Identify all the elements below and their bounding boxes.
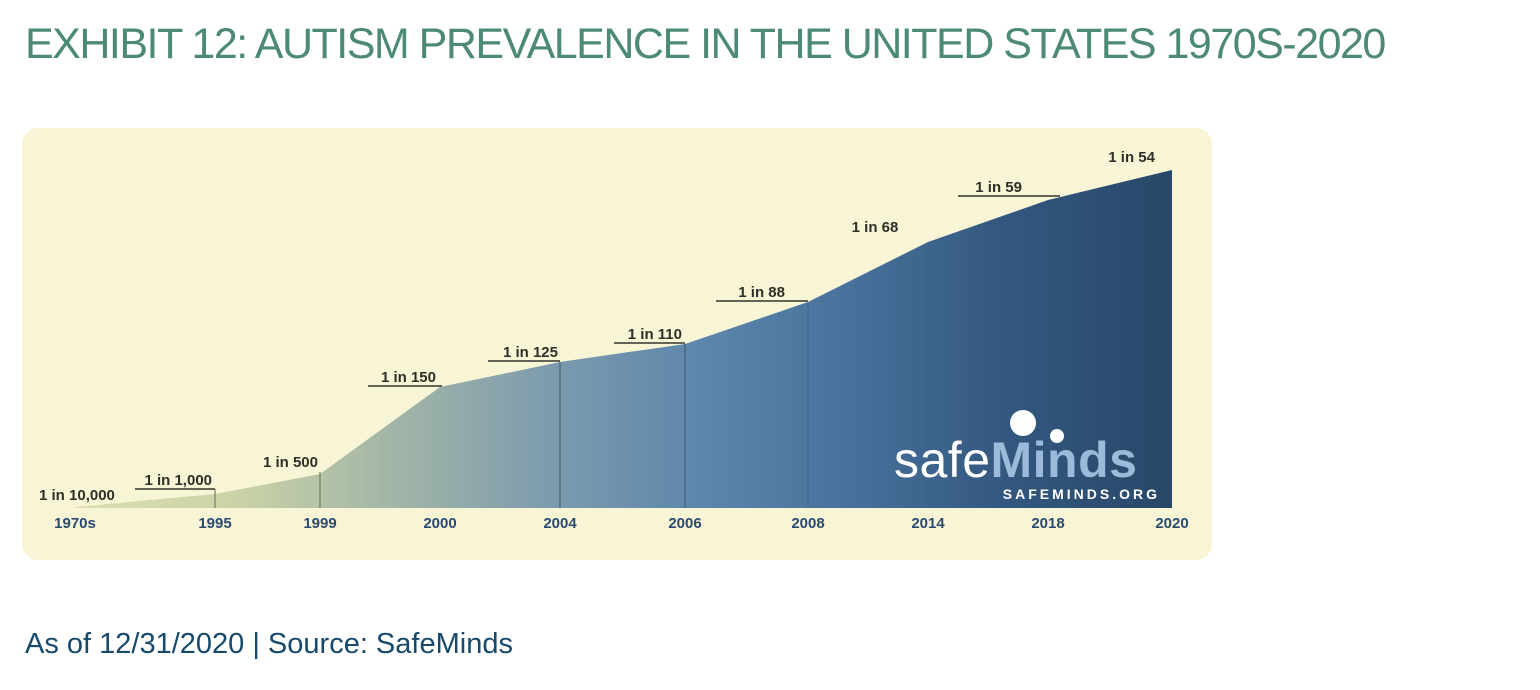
value-label-2004: 1 in 125 xyxy=(503,344,558,361)
x-axis-label-2008: 2008 xyxy=(791,515,824,532)
x-axis-label-2018: 2018 xyxy=(1031,515,1064,532)
x-axis-label-2014: 2014 xyxy=(911,515,945,532)
x-axis-label-1999: 1999 xyxy=(303,515,336,532)
value-label-1995: 1 in 1,000 xyxy=(144,472,212,489)
value-label-2020: 1 in 54 xyxy=(1108,149,1155,166)
x-axis-label-2004: 2004 xyxy=(543,515,577,532)
chart-panel: 1 in 10,000 1 in 1,000 1 in 500 1 in 150 1 i… xyxy=(22,128,1212,560)
prevalence-area xyxy=(75,170,1172,508)
logo-dot-large-icon xyxy=(1010,410,1036,436)
value-label-1970s: 1 in 10,000 xyxy=(39,487,115,504)
logo-dot-small-icon xyxy=(1050,429,1064,443)
value-label-2006: 1 in 110 xyxy=(628,326,682,343)
x-axis-label-2000: 2000 xyxy=(423,515,456,532)
value-label-2018: 1 in 59 xyxy=(975,179,1022,196)
safeminds-logo-text: safeMinds xyxy=(894,432,1137,488)
x-axis-label-2020: 2020 xyxy=(1155,515,1188,532)
prevalence-area-chart: 1 in 10,000 1 in 1,000 1 in 500 1 in 150 1 i… xyxy=(39,149,1189,532)
source-caption: As of 12/31/2020 | Source: SafeMinds xyxy=(25,628,513,660)
value-label-1999: 1 in 500 xyxy=(263,454,318,471)
safeminds-url: SAFEMINDS.ORG xyxy=(1003,486,1160,502)
value-label-2008: 1 in 88 xyxy=(738,284,785,301)
page-title: EXHIBIT 12: AUTISM PREVALENCE IN THE UNI… xyxy=(25,20,1386,68)
x-axis-label-2006: 2006 xyxy=(668,515,701,532)
x-axis-label-1970s: 1970s xyxy=(54,515,96,532)
value-label-2000: 1 in 150 xyxy=(381,369,436,386)
x-axis-label-1995: 1995 xyxy=(198,515,231,532)
value-label-2014: 1 in 68 xyxy=(852,219,899,236)
